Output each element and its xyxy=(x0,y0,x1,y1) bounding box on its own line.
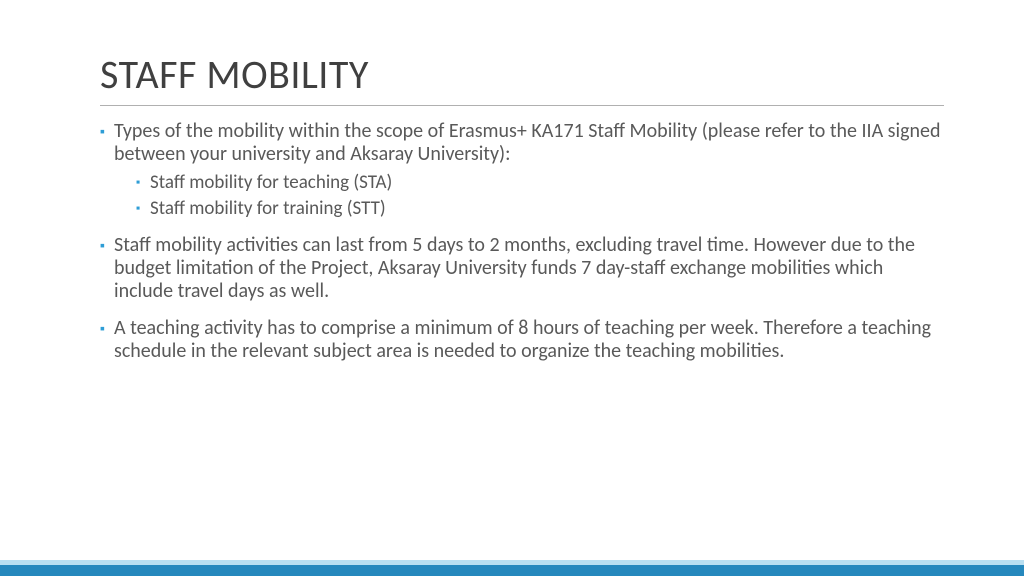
sub-bullet-text: Staff mobility for teaching (STA) xyxy=(150,171,392,194)
sub-bullet-item: Staff mobility for training (STT) xyxy=(136,198,944,220)
bullet-list: Types of the mobility within the scope o… xyxy=(100,120,944,363)
bullet-item: Staff mobility activities can last from … xyxy=(100,234,944,303)
bullet-text: Staff mobility activities can last from … xyxy=(114,233,915,303)
bullet-item: Types of the mobility within the scope o… xyxy=(100,120,944,220)
sub-bullet-text: Staff mobility for training (STT) xyxy=(150,197,386,220)
sub-bullet-list: Staff mobility for teaching (STA) Staff … xyxy=(114,172,944,220)
slide-title: STAFF MOBILITY xyxy=(100,50,944,106)
decorative-bottom-bar xyxy=(0,560,1024,576)
sub-bullet-item: Staff mobility for teaching (STA) xyxy=(136,172,944,194)
bar-dark-stripe xyxy=(0,565,1024,576)
slide: STAFF MOBILITY Types of the mobility wit… xyxy=(0,0,1024,576)
slide-content: Types of the mobility within the scope o… xyxy=(100,120,944,363)
bullet-text: A teaching activity has to comprise a mi… xyxy=(114,316,931,363)
bullet-item: A teaching activity has to comprise a mi… xyxy=(100,317,944,363)
bullet-text: Types of the mobility within the scope o… xyxy=(114,119,940,166)
